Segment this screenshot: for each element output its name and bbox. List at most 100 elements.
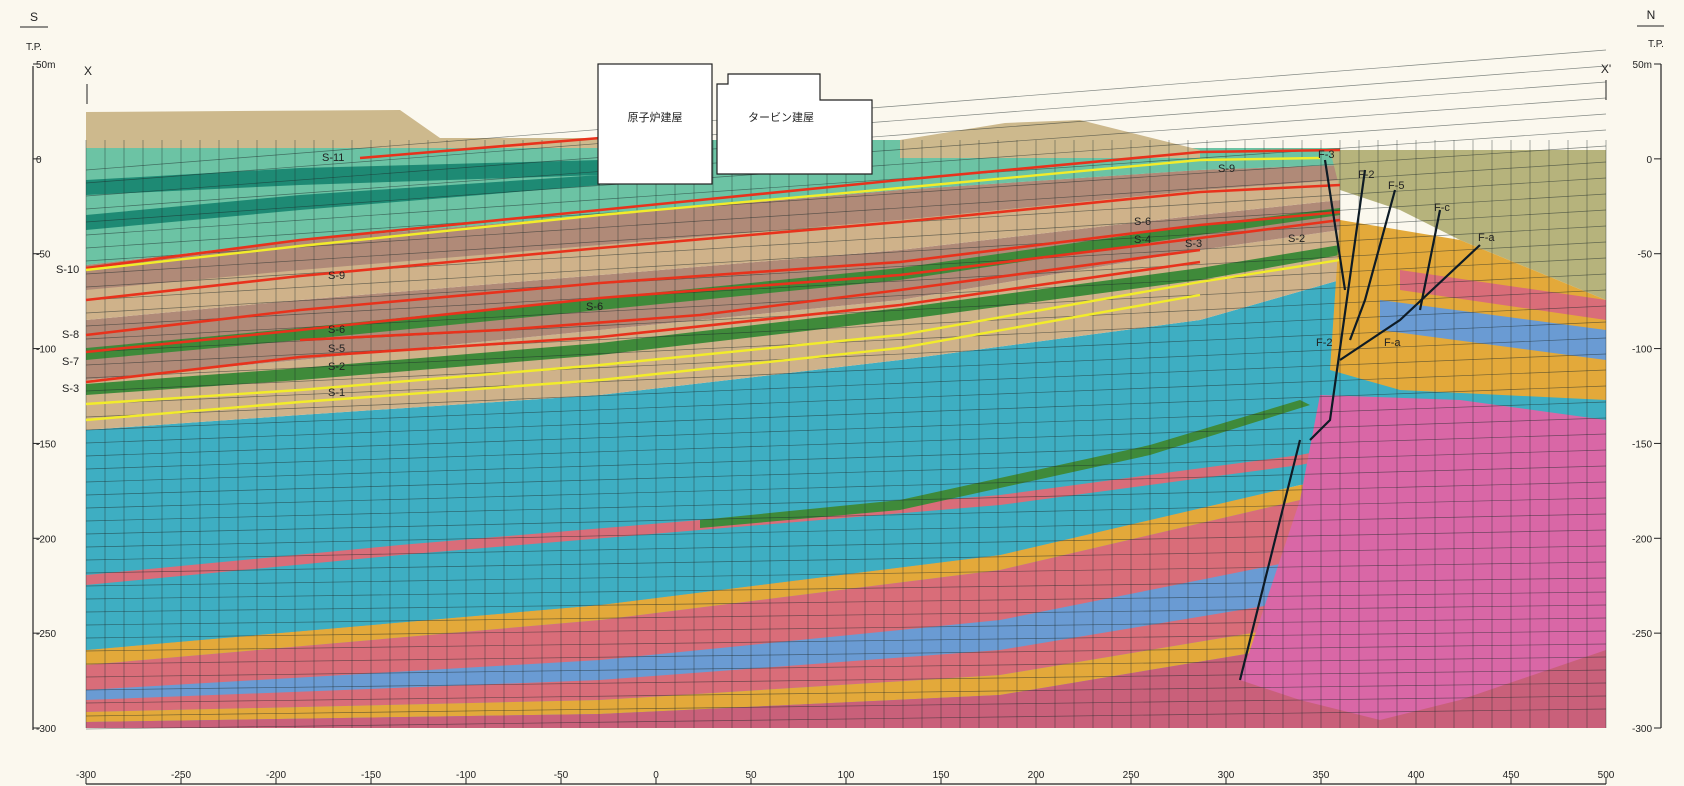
seam-label: S-11	[322, 152, 344, 164]
distance-label: 200	[1028, 770, 1045, 781]
mesh-line	[85, 433, 1607, 483]
elevation-label-right: -50	[1638, 250, 1653, 261]
left-ticks: 50m 0 -50 -100 -150 -200 -250 -300	[33, 60, 56, 735]
seam-label: S-1	[328, 387, 345, 399]
mesh-line	[85, 385, 1607, 444]
elevation-label-left: -250	[36, 629, 56, 640]
section-end-left: X	[84, 64, 92, 78]
seam-label: S-6	[1134, 216, 1151, 228]
mesh-line	[85, 225, 1607, 314]
distance-label: -100	[456, 770, 476, 781]
mesh-line	[85, 465, 1607, 509]
south-label: S	[30, 10, 38, 24]
north-label: N	[1647, 8, 1656, 22]
seam-label: S-5	[328, 343, 345, 355]
elevation-label-left: -50	[36, 250, 51, 261]
right-ticks: 50m 0 -50 -100 -150 -200 -250 -300	[1632, 60, 1661, 735]
fault-boundary	[1238, 439, 1302, 681]
fault-f2	[1309, 169, 1367, 441]
fault-label: F-2	[1358, 169, 1375, 181]
mesh-line	[85, 545, 1607, 574]
seam-s7	[85, 218, 1341, 354]
elevation-label-right: -200	[1632, 534, 1652, 545]
elevation-label-left: 0	[36, 155, 42, 166]
mesh-line	[85, 481, 1607, 522]
fault-label: F-2	[1316, 337, 1333, 349]
mesh-line	[85, 289, 1607, 366]
seam-yellow-1	[85, 156, 1321, 272]
seam-label: S-8	[62, 329, 79, 341]
seam-s6	[299, 248, 1201, 342]
mesh-line	[85, 305, 1607, 379]
elevation-label-left: -200	[36, 534, 56, 545]
mesh-line	[85, 604, 1607, 626]
elevation-label-left: 50m	[36, 60, 55, 71]
turbine-building	[716, 73, 873, 175]
fault-label: F-3	[1318, 149, 1335, 161]
seam-label: S-2	[1288, 233, 1305, 245]
distance-label: -200	[266, 770, 286, 781]
mesh-line	[85, 449, 1607, 496]
seam-labels: S-11 S-10 S-9 S-8 S-7 S-6 S-5 S-3 S-2 S-…	[56, 152, 1305, 399]
distance-label: 50	[745, 770, 757, 781]
seam-label: S-6	[328, 324, 345, 336]
fault-label: F-5	[1388, 180, 1405, 192]
distance-label: 400	[1408, 770, 1425, 781]
elevation-label-left: -100	[36, 345, 56, 356]
seam-label: S-3	[1185, 238, 1202, 250]
seam-label: S-10	[56, 264, 79, 276]
mesh-line	[85, 656, 1607, 678]
mesh-line	[85, 669, 1607, 691]
distance-label: 0	[653, 770, 659, 781]
layer-salmon-band	[86, 445, 1350, 585]
mesh-line	[85, 630, 1607, 652]
seam-label: S-3	[62, 383, 79, 395]
mesh-line	[85, 577, 1607, 600]
seam-label: S-4	[1134, 234, 1151, 246]
seam-label: S-9	[328, 270, 345, 282]
elevation-label-right: -300	[1632, 724, 1652, 735]
mesh-line	[85, 591, 1607, 613]
distance-label: -300	[76, 770, 96, 781]
fault-fa	[1339, 244, 1481, 361]
fault-f5	[1348, 189, 1397, 341]
fault-f3	[1323, 159, 1347, 291]
turbine-building-label: タービン建屋	[748, 110, 814, 124]
mesh-line	[85, 369, 1607, 431]
fault-label: F-a	[1384, 337, 1401, 349]
axes: 50m 0 -50 -100 -150 -200 -250 -300 50m 0 -50 -100 -…	[32, 60, 1662, 785]
mesh-line	[85, 643, 1607, 665]
distance-label: -50	[554, 770, 569, 781]
section-end-right: X'	[1601, 62, 1611, 76]
mesh-line	[85, 209, 1607, 301]
datum-right: T.P.	[1648, 39, 1664, 50]
fault-fc	[1418, 209, 1442, 311]
mesh-line	[85, 417, 1607, 470]
seam-label: S-6	[586, 301, 603, 313]
reactor-building-label: 原子炉建屋	[628, 110, 683, 124]
mesh-line	[85, 708, 1607, 730]
seam-s9	[85, 183, 1341, 302]
elevation-label-right: -250	[1632, 629, 1652, 640]
distance-label: 250	[1123, 770, 1140, 781]
layer-top-soil-2	[900, 120, 1200, 158]
mesh-line	[85, 695, 1607, 717]
layer-north-bands	[1330, 220, 1606, 400]
seam-label: S-7	[62, 356, 79, 368]
mesh-line	[85, 497, 1607, 535]
seam-s8	[85, 210, 1341, 337]
mesh-line	[85, 337, 1607, 405]
distance-label: 350	[1313, 770, 1330, 781]
elevation-label-right: -150	[1632, 439, 1652, 450]
mesh-line	[85, 617, 1607, 639]
mesh-line	[85, 529, 1607, 561]
finite-element-mesh	[85, 49, 1607, 730]
elevation-label-right: -100	[1632, 345, 1652, 356]
seam-s5	[85, 260, 1201, 384]
layer-olive	[1330, 150, 1606, 300]
seam-s11	[359, 136, 601, 160]
fault-label: F-c	[1434, 202, 1450, 214]
elevation-label-right: 50m	[1633, 60, 1652, 71]
distance-label: -250	[171, 770, 191, 781]
